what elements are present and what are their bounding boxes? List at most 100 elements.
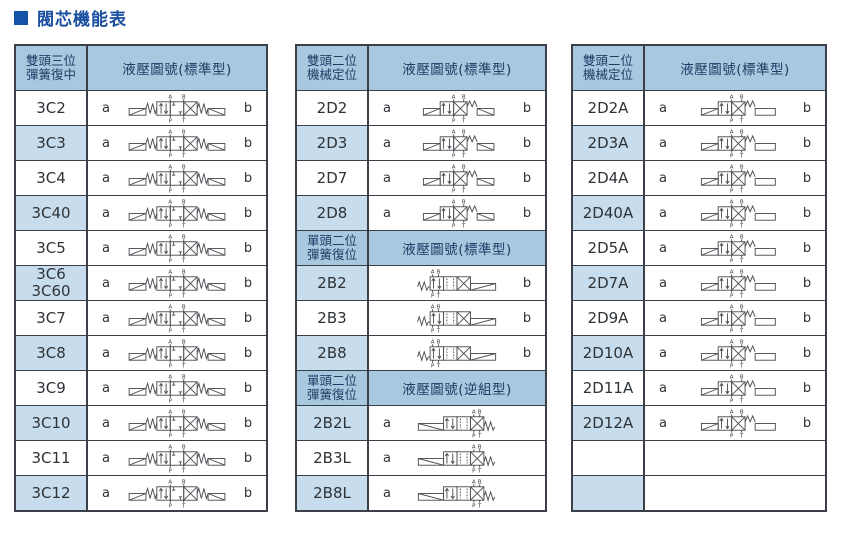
table-header: 雙頭二位 機械定位 液壓圖號(標準型): [573, 46, 825, 90]
position-a-label: a: [102, 450, 110, 466]
valve-diagram-3C: A B P T: [128, 479, 226, 509]
svg-text:B: B: [462, 94, 466, 100]
svg-text:T: T: [739, 153, 744, 159]
valve-diagram-2B: A B P T: [417, 339, 497, 369]
svg-text:T: T: [181, 503, 186, 509]
svg-text:B: B: [478, 409, 482, 415]
position-b-label: b: [802, 415, 812, 431]
row-label-cell: 2B2: [297, 266, 369, 300]
svg-text:P: P: [730, 293, 734, 299]
svg-text:A: A: [168, 234, 172, 240]
valve-diagram-2DA: A B P T: [700, 269, 776, 299]
position-a-label: a: [102, 170, 110, 186]
svg-text:T: T: [461, 118, 466, 124]
svg-text:A: A: [730, 234, 734, 240]
model-code: 2D8: [316, 203, 348, 222]
valve-diagram-3C: A B P T: [128, 129, 226, 159]
model-code: 2B8L: [313, 483, 351, 502]
table-header: 雙頭二位 機械定位 液壓圖號(標準型): [297, 46, 545, 90]
svg-text:A: A: [168, 339, 172, 345]
row-label-cell: 2D5A: [573, 231, 645, 265]
valve-diagram-3C: A B P T: [128, 339, 226, 369]
svg-text:B: B: [182, 94, 186, 100]
valve-diagram-2DA: A B P T: [700, 129, 776, 159]
row-label-cell: 3C12: [16, 476, 88, 510]
valve-diagram-2D: A B P T: [422, 164, 495, 194]
svg-text:B: B: [740, 339, 744, 345]
row-label-cell: 2D2: [297, 91, 369, 125]
svg-text:P: P: [169, 118, 173, 124]
svg-text:P: P: [169, 433, 173, 439]
header-type-line2: 彈簧復中: [25, 67, 76, 82]
valve-diagram-3C: A B P T: [128, 374, 226, 404]
row-label-cell: 3C5: [16, 231, 88, 265]
svg-text:A: A: [168, 129, 172, 135]
row-label-cell: [573, 441, 645, 475]
svg-text:A: A: [472, 409, 476, 415]
svg-text:B: B: [182, 339, 186, 345]
svg-text:P: P: [452, 188, 456, 194]
model-code: 3C3: [36, 133, 66, 152]
svg-text:P: P: [730, 433, 734, 439]
header-diagram-title: 液壓圖號(逆組型): [402, 382, 512, 398]
position-a-label: a: [102, 485, 110, 501]
table-row: [573, 475, 825, 510]
valve-diagram-3C: A B P T: [128, 409, 226, 439]
table-header: 單頭二位 彈簧復位 液壓圖號(標準型): [297, 230, 545, 265]
svg-text:A: A: [730, 269, 734, 275]
svg-text:P: P: [730, 328, 734, 334]
svg-text:P: P: [730, 363, 734, 369]
valve-diagram-2DA: A B P T: [700, 94, 776, 124]
position-a-label: a: [383, 100, 391, 116]
model-code: 2B2L: [313, 413, 351, 432]
svg-text:P: P: [730, 398, 734, 404]
valve-diagram-2D: A B P T: [422, 199, 495, 229]
position-b-label: b: [243, 275, 253, 291]
position-b-label: b: [802, 100, 812, 116]
svg-text:B: B: [740, 409, 744, 415]
model-code: 3C10: [31, 413, 71, 432]
valve-diagram-2B: A B P T: [417, 269, 497, 299]
position-a-label: a: [383, 205, 391, 221]
position-b-label: b: [802, 310, 812, 326]
svg-text:B: B: [182, 234, 186, 240]
svg-text:P: P: [169, 468, 173, 474]
svg-text:P: P: [472, 503, 476, 509]
svg-text:T: T: [461, 223, 466, 229]
svg-text:B: B: [462, 199, 466, 205]
valve-diagram-3C: A B P T: [128, 94, 226, 124]
svg-text:A: A: [452, 129, 456, 135]
valve-diagram-2DA: A B P T: [700, 374, 776, 404]
header-type-line2: 機械定位: [306, 67, 357, 82]
svg-text:T: T: [739, 328, 744, 334]
position-b-label: b: [522, 100, 532, 116]
valve-diagram-3C: A B P T: [128, 234, 226, 264]
header-type-line1: 單頭二位: [306, 373, 357, 388]
svg-text:T: T: [436, 328, 441, 334]
svg-text:A: A: [452, 199, 456, 205]
position-a-label: a: [102, 135, 110, 151]
model-code: 2D5A: [587, 238, 629, 257]
valve-diagram-3C: A B P T: [128, 269, 226, 299]
